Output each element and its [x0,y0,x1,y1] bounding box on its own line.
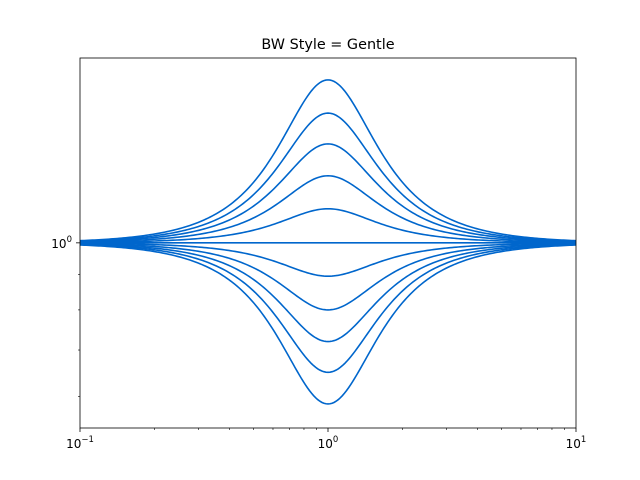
series-line-11 [79,244,577,405]
series-line-1 [79,79,577,242]
x-tick-label: 100 [318,435,339,451]
series-line-9 [79,243,577,343]
series-line-2 [79,112,577,242]
y-axis: 100 [51,235,80,397]
x-axis: 10−1 100 101 [66,428,586,451]
series-lines [79,79,577,405]
series-line-8 [79,242,577,311]
y-tick-label: 100 [51,235,72,251]
series-line-3 [79,143,577,243]
chart-title: BW Style = Gentle [261,37,394,53]
series-line-7 [79,242,577,277]
series-line-4 [79,174,577,243]
x-tick-label: 101 [566,435,587,451]
x-tick-label: 10−1 [66,435,94,451]
series-line-10 [79,243,577,374]
series-line-5 [79,207,577,244]
